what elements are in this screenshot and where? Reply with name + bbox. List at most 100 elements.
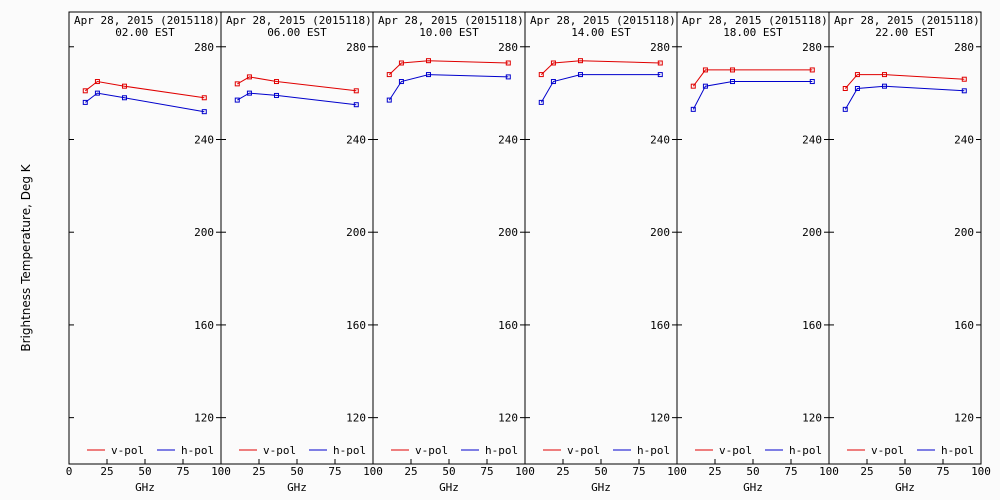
legend-label-v-pol: v-pol [415,444,448,457]
x-tick-label: 50 [594,465,607,478]
y-tick-label: 120 [194,412,214,425]
panel-title: Apr 28, 2015 (2015118) [834,14,980,27]
legend-label-h-pol: h-pol [637,444,670,457]
data-point-h-pol [505,74,511,80]
series-line-h-pol [237,92,357,106]
panel-2: Apr 28, 2015 (2015118)06.00 EST 120 160 200… [220,11,383,494]
x-tick-label: 0 [66,465,73,478]
data-point-v-pol [729,67,735,73]
series-line-v-pol [388,60,509,75]
legend-label-v-pol: v-pol [871,444,904,457]
x-tick-label: 25 [860,465,873,478]
data-point-h-pol [398,79,404,85]
panel-title: Apr 28, 2015 (2015118) [378,14,524,27]
series-line-h-pol [844,85,965,110]
y-tick-label: 280 [954,41,974,54]
y-tick-label: 240 [346,133,366,146]
series-line-v-pol [692,69,813,87]
x-tick-label: 50 [898,465,911,478]
data-point-v-pol [550,60,556,66]
data-point-v-pol [386,72,392,78]
series-line-v-pol [844,74,965,89]
y-tick-label: 280 [802,41,822,54]
x-tick-label: 25 [252,465,265,478]
series-line-h-pol [540,74,661,103]
data-point-h-pol [881,83,887,89]
panel-subtitle: 18.00 EST [723,26,783,39]
data-point-h-pol [386,97,392,103]
panel-title: Apr 28, 2015 (2015118) [226,14,372,27]
y-tick-label: 160 [346,319,366,332]
panel-title: Apr 28, 2015 (2015118) [530,14,676,27]
data-point-h-pol [961,88,967,94]
panel-6: Apr 28, 2015 (2015118)22.00 EST 120 160 200… [828,11,991,494]
data-point-h-pol [657,72,663,78]
data-point-h-pol [246,90,252,96]
x-axis-label: GHz [743,481,763,494]
panel-title: Apr 28, 2015 (2015118) [682,14,828,27]
y-tick-label: 120 [650,412,670,425]
legend-label-h-pol: h-pol [485,444,518,457]
x-tick-label: 75 [176,465,189,478]
x-tick-label: 75 [328,465,341,478]
data-point-v-pol [82,88,88,94]
data-point-h-pol [550,79,556,85]
y-tick-label: 160 [194,319,214,332]
y-axis-label: Brightness Temperature, Deg K [19,163,33,351]
data-point-h-pol [538,99,544,105]
series-line-v-pol [540,60,661,75]
data-point-h-pol [577,72,583,78]
x-tick-label: 50 [442,465,455,478]
panel-subtitle: 14.00 EST [571,26,631,39]
data-point-h-pol [234,97,240,103]
x-tick-label: 25 [404,465,417,478]
data-point-v-pol [201,95,207,101]
x-tick-label: 100 [667,465,687,478]
y-tick-label: 160 [802,319,822,332]
y-tick-label: 160 [954,319,974,332]
x-axis-label: GHz [895,481,915,494]
data-point-v-pol [961,76,967,82]
y-tick-label: 160 [650,319,670,332]
y-tick-label: 280 [650,41,670,54]
data-point-h-pol [702,83,708,89]
x-tick-label: 100 [211,465,231,478]
data-point-v-pol [234,81,240,87]
panel-4: Apr 28, 2015 (2015118)14.00 EST 120 160 200… [524,11,687,494]
data-point-h-pol [809,79,815,85]
x-tick-label: 50 [746,465,759,478]
y-tick-label: 240 [194,133,214,146]
x-axis-label: GHz [135,481,155,494]
x-tick-label: 25 [556,465,569,478]
panel-subtitle: 06.00 EST [267,26,327,39]
data-point-v-pol [353,88,359,94]
x-axis-label: GHz [287,481,307,494]
y-tick-label: 240 [650,133,670,146]
data-point-h-pol [201,109,207,115]
x-tick-label: 100 [363,465,383,478]
data-point-h-pol [842,106,848,112]
data-point-v-pol [842,85,848,91]
x-axis-label: GHz [439,481,459,494]
y-tick-label: 200 [194,226,214,239]
data-point-v-pol [398,60,404,66]
y-tick-label: 120 [346,412,366,425]
data-point-v-pol [702,67,708,73]
panel-1: Apr 28, 2015 (2015118)02.00 EST 120 160 200… [66,11,231,494]
series-line-v-pol [237,76,357,92]
chart-panels: Apr 28, 2015 (2015118)02.00 EST120160200… [66,11,991,494]
panel-5: Apr 28, 2015 (2015118)18.00 EST 120 160 200… [676,11,839,494]
y-tick-label: 200 [498,226,518,239]
series-line-v-pol [84,80,205,99]
data-point-v-pol [881,72,887,78]
x-tick-label: 50 [138,465,151,478]
panel-title: Apr 28, 2015 (2015118) [74,14,220,27]
panel-subtitle: 02.00 EST [115,26,175,39]
x-tick-label: 25 [708,465,721,478]
series-line-h-pol [692,81,813,110]
data-point-h-pol [121,95,127,101]
x-tick-label: 50 [290,465,303,478]
data-point-h-pol [729,79,735,85]
x-tick-label: 75 [480,465,493,478]
